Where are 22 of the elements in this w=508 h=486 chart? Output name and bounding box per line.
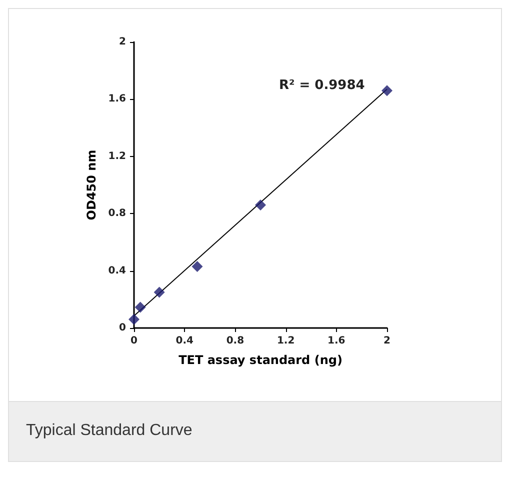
x-tick-label: 0.8 bbox=[226, 336, 244, 346]
y-tick-label: 0 bbox=[119, 322, 126, 334]
y-tick-label: 2 bbox=[119, 36, 126, 48]
x-tick-label: 0 bbox=[130, 336, 138, 346]
annotation: R² = 0.9984 bbox=[279, 78, 365, 93]
point bbox=[192, 261, 203, 272]
x-axis-title: TET assay standard (ng) bbox=[178, 353, 342, 367]
y-tick-label: 1.6 bbox=[108, 94, 126, 105]
point bbox=[128, 314, 140, 325]
x-tick-label: 0.4 bbox=[176, 336, 194, 346]
text: Typical Standard Curve bbox=[9, 401, 501, 461]
point bbox=[154, 286, 165, 298]
x-tick-label: 1.2 bbox=[276, 336, 295, 346]
x-tick-label: 2 bbox=[384, 336, 391, 346]
point bbox=[255, 200, 266, 211]
y-tick-label: 0.4 bbox=[108, 265, 126, 276]
y-tick-label: 1.2 bbox=[108, 150, 126, 162]
y-tick-label: 0.8 bbox=[108, 208, 126, 220]
point bbox=[134, 302, 146, 313]
y-axis-title: OD450 nm bbox=[84, 150, 98, 220]
point bbox=[382, 85, 392, 96]
x-tick-label: 1.6 bbox=[328, 336, 346, 346]
